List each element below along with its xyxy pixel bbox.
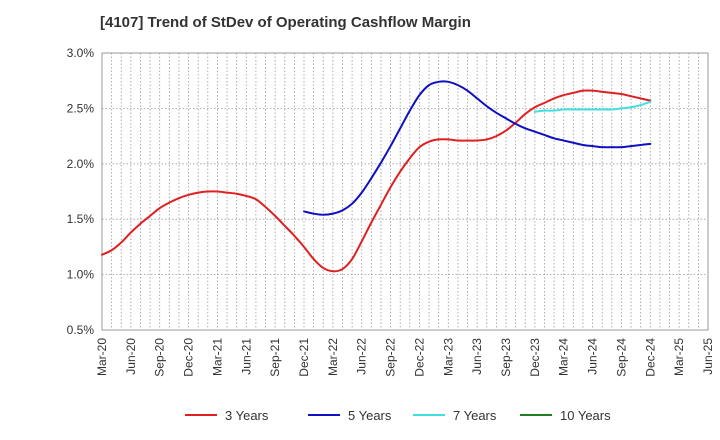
legend-label: 7 Years [453, 407, 497, 423]
x-tick-label: Jun-21 [239, 338, 253, 375]
legend-item-10-years: 10 Years [520, 405, 611, 425]
legend-swatch [185, 414, 217, 416]
x-tick-label: Dec-21 [297, 338, 311, 377]
legend-swatch [308, 414, 340, 416]
y-tick-label: 1.0% [67, 268, 95, 282]
legend-label: 5 Years [348, 407, 392, 423]
x-tick-label: Jun-22 [355, 338, 369, 375]
chart-title: [4107] Trend of StDev of Operating Cashf… [100, 14, 471, 31]
x-tick-label: Dec-22 [412, 338, 426, 377]
x-tick-label: Mar-20 [95, 338, 109, 376]
x-tick-label: Mar-22 [326, 338, 340, 376]
x-tick-label: Sep-21 [268, 338, 282, 377]
legend-label: 3 Years [225, 407, 269, 423]
y-tick-label: 0.5% [67, 323, 95, 337]
series-line-5-years [303, 80, 652, 216]
legend-item-5-years: 5 Years [308, 405, 391, 425]
x-tick-label: Sep-23 [499, 338, 513, 377]
grid [102, 53, 708, 330]
x-tick-label: Sep-20 [153, 338, 167, 377]
x-tick-label: Sep-22 [384, 338, 398, 377]
x-tick-label: Jun-20 [124, 338, 138, 375]
x-tick-label: Dec-23 [528, 338, 542, 377]
x-tick-label: Mar-23 [441, 338, 455, 376]
x-tick-label: Jun-24 [586, 338, 600, 375]
x-tick-label: Sep-24 [614, 338, 628, 377]
x-tick-label: Dec-24 [643, 338, 657, 377]
plot-frame [101, 52, 709, 331]
x-tick-label: Jun-23 [470, 338, 484, 375]
legend-swatch [520, 414, 552, 416]
x-tick-label: Dec-20 [182, 338, 196, 377]
y-tick-label: 1.5% [67, 212, 95, 226]
y-tick-label: 2.0% [67, 157, 95, 171]
tick-labels: 0.5% 1.0% 1.5% 2.0% 2.5% 3.0% Mar-20 Jun-20 Sep-… [67, 46, 715, 377]
legend-item-7-years: 7 Years [413, 405, 496, 425]
legend-item-3-years: 3 Years [185, 405, 268, 425]
series-line-3-years [101, 89, 652, 273]
x-tick-label: Mar-21 [210, 338, 224, 376]
series-line-7-years [533, 100, 652, 113]
x-tick-label: Mar-24 [557, 338, 571, 376]
legend-swatch [413, 414, 445, 416]
legend-label: 10 Years [560, 407, 611, 423]
legend: 3 Years 5 Years 7 Years 10 Years [0, 405, 720, 425]
series-lines [101, 80, 652, 273]
x-tick-label: Mar-25 [672, 338, 686, 376]
y-tick-label: 2.5% [67, 101, 95, 115]
y-tick-label: 3.0% [67, 46, 95, 60]
x-tick-label: Jun-25 [701, 338, 715, 375]
axes [101, 52, 709, 331]
